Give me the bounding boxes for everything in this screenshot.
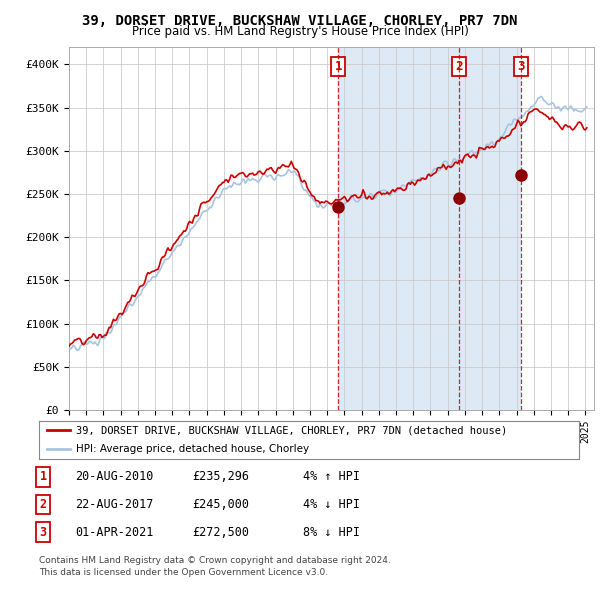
Text: 4% ↓ HPI: 4% ↓ HPI: [303, 498, 360, 511]
Bar: [338, 47, 521, 410]
Text: 22-AUG-2017: 22-AUG-2017: [75, 498, 154, 511]
Text: 01-APR-2021: 01-APR-2021: [75, 526, 154, 539]
Text: 39, DORSET DRIVE, BUCKSHAW VILLAGE, CHORLEY, PR7 7DN (detached house): 39, DORSET DRIVE, BUCKSHAW VILLAGE, CHOR…: [76, 425, 507, 435]
Text: Contains HM Land Registry data © Crown copyright and database right 2024.: Contains HM Land Registry data © Crown c…: [39, 556, 391, 565]
Text: 8% ↓ HPI: 8% ↓ HPI: [303, 526, 360, 539]
Text: 39, DORSET DRIVE, BUCKSHAW VILLAGE, CHORLEY, PR7 7DN: 39, DORSET DRIVE, BUCKSHAW VILLAGE, CHOR…: [82, 14, 518, 28]
Text: 2: 2: [40, 498, 47, 511]
Text: 20-AUG-2010: 20-AUG-2010: [75, 470, 154, 483]
Text: 4% ↑ HPI: 4% ↑ HPI: [303, 470, 360, 483]
Text: HPI: Average price, detached house, Chorley: HPI: Average price, detached house, Chor…: [76, 444, 309, 454]
Text: 2: 2: [455, 60, 463, 73]
Text: 3: 3: [517, 60, 524, 73]
Text: 3: 3: [40, 526, 47, 539]
Text: 1: 1: [334, 60, 342, 73]
Text: £272,500: £272,500: [192, 526, 249, 539]
Text: £245,000: £245,000: [192, 498, 249, 511]
Text: £235,296: £235,296: [192, 470, 249, 483]
Text: Price paid vs. HM Land Registry's House Price Index (HPI): Price paid vs. HM Land Registry's House …: [131, 25, 469, 38]
Text: This data is licensed under the Open Government Licence v3.0.: This data is licensed under the Open Gov…: [39, 568, 328, 577]
Text: 1: 1: [40, 470, 47, 483]
